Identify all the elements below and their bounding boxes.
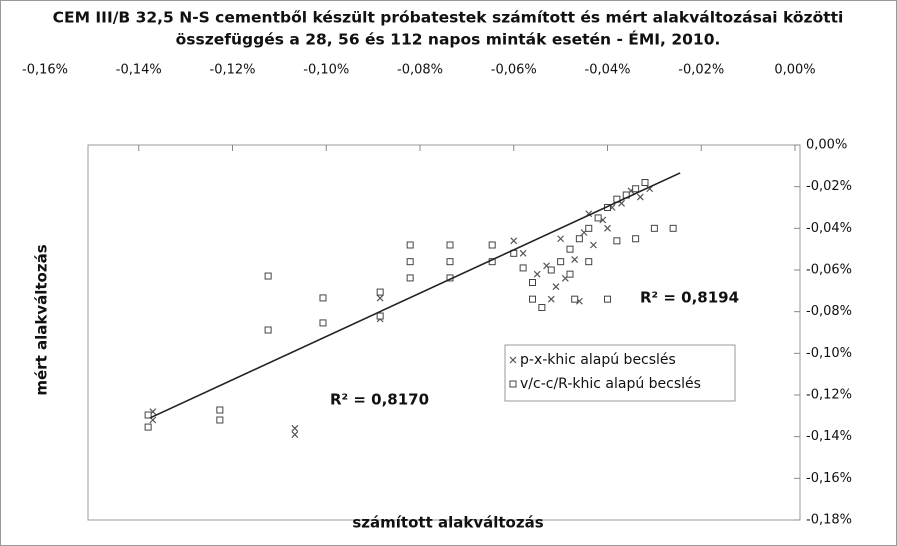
square-marker xyxy=(144,411,152,419)
square-marker xyxy=(264,326,272,334)
square-marker xyxy=(488,241,496,249)
x-tick-label: -0,02% xyxy=(678,63,724,78)
square-marker xyxy=(547,266,555,274)
y-tick-label: -0,14% xyxy=(806,429,852,444)
x-tick-label: -0,06% xyxy=(491,63,537,78)
y-tick-label: -0,18% xyxy=(806,513,852,528)
x-tick-label: -0,04% xyxy=(585,63,631,78)
y-tick-label: -0,06% xyxy=(806,263,852,278)
x-tick-label: -0,16% xyxy=(22,63,68,78)
chart-subtitle: összefüggés a 28, 56 és 112 napos minták… xyxy=(176,30,721,49)
square-marker xyxy=(585,258,593,266)
square-marker xyxy=(319,319,327,327)
legend xyxy=(504,344,736,402)
square-marker xyxy=(669,224,677,232)
x-marker xyxy=(590,241,597,249)
square-marker xyxy=(650,224,658,232)
x-axis-title: számított alakváltozás xyxy=(352,514,543,532)
square-marker xyxy=(376,288,384,296)
square-marker xyxy=(529,295,536,303)
x-marker xyxy=(291,424,299,432)
x-marker xyxy=(510,237,518,245)
x-marker xyxy=(509,356,517,364)
square-marker xyxy=(632,235,640,243)
legend-label: v/c-c/R-khic alapú becslés xyxy=(520,376,701,392)
x-tick-label: -0,14% xyxy=(116,63,162,78)
square-marker xyxy=(264,272,272,280)
square-marker xyxy=(641,179,649,186)
x-tick-label: -0,08% xyxy=(397,63,443,78)
square-marker xyxy=(566,245,574,253)
x-marker xyxy=(557,235,565,243)
y-tick-label: -0,16% xyxy=(806,471,852,486)
r2-annotation: R² = 0,8194 xyxy=(640,289,739,307)
square-marker xyxy=(585,224,593,232)
square-marker xyxy=(406,258,414,266)
x-marker xyxy=(571,256,579,264)
x-tick-label: -0,12% xyxy=(210,63,256,78)
square-marker xyxy=(575,235,583,243)
square-marker xyxy=(509,380,517,388)
trendline xyxy=(149,172,681,419)
x-marker xyxy=(291,431,299,439)
plot-area xyxy=(87,144,801,521)
x-marker xyxy=(519,249,527,257)
y-axis-title: mért alakváltozás xyxy=(33,244,51,395)
square-marker xyxy=(604,295,611,303)
square-marker xyxy=(446,258,454,266)
r2-annotation: R² = 0,8170 xyxy=(330,391,429,409)
x-marker xyxy=(636,193,644,201)
square-marker xyxy=(632,185,640,193)
square-marker xyxy=(216,416,224,424)
x-marker xyxy=(547,295,555,303)
x-marker xyxy=(376,294,384,302)
x-marker xyxy=(552,283,560,291)
square-marker xyxy=(571,295,579,303)
square-marker xyxy=(566,270,574,278)
square-marker xyxy=(538,304,546,311)
square-marker xyxy=(406,241,414,249)
square-marker xyxy=(594,214,602,222)
y-tick-label: -0,10% xyxy=(806,346,852,361)
square-marker xyxy=(144,423,152,431)
chart-title: CEM III/B 32,5 N-S cementből készült pró… xyxy=(53,9,844,27)
x-tick-label: -0,10% xyxy=(303,63,349,78)
square-marker xyxy=(406,274,414,282)
square-marker xyxy=(557,258,565,266)
x-tick-label: 0,00% xyxy=(774,63,815,78)
y-tick-label: -0,02% xyxy=(806,179,852,194)
square-marker xyxy=(529,279,536,286)
x-marker xyxy=(533,270,541,278)
y-tick-label: -0,08% xyxy=(806,304,852,319)
legend-label: p-x-khic alapú becslés xyxy=(520,352,676,368)
square-marker xyxy=(446,241,454,249)
y-tick-label: -0,04% xyxy=(806,221,852,236)
square-marker xyxy=(376,312,384,320)
square-marker xyxy=(613,237,621,245)
y-tick-label: 0,00% xyxy=(806,138,847,153)
square-marker xyxy=(216,406,224,414)
square-marker xyxy=(519,264,527,272)
y-tick-label: -0,12% xyxy=(806,388,852,403)
x-marker xyxy=(604,224,611,232)
square-marker xyxy=(319,294,327,302)
